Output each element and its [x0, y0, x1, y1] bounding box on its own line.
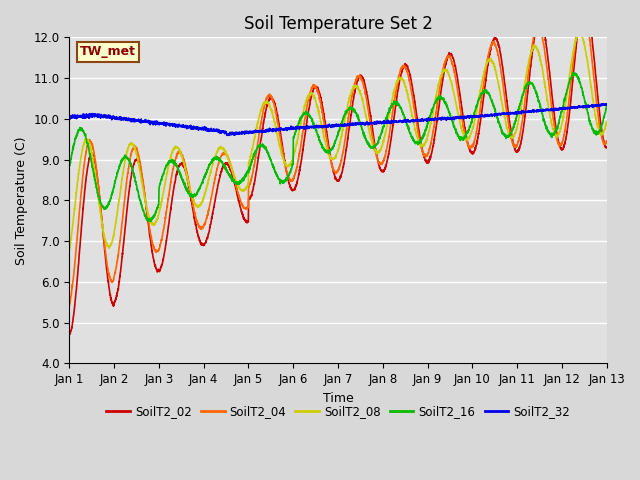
- SoilT2_02: [406, 72, 414, 77]
- SoilT2_16: [406, 131, 414, 136]
- SoilT2_04: [469, 143, 477, 148]
- SoilT2_08: [406, 101, 413, 107]
- SoilT2_08: [236, 186, 244, 192]
- SoilT2_04: [236, 196, 244, 202]
- SoilT2_04: [406, 79, 413, 85]
- SoilT2_04: [603, 138, 611, 144]
- SoilT2_32: [223, 132, 231, 138]
- SoilT2_08: [65, 248, 73, 253]
- SoilT2_04: [580, 6, 588, 12]
- Y-axis label: Soil Temperature (C): Soil Temperature (C): [15, 136, 28, 264]
- SoilT2_08: [509, 134, 516, 140]
- SoilT2_02: [509, 138, 516, 144]
- SoilT2_16: [509, 126, 516, 132]
- SoilT2_32: [469, 113, 477, 119]
- SoilT2_02: [603, 144, 611, 150]
- SoilT2_16: [603, 104, 611, 109]
- SoilT2_02: [440, 68, 448, 73]
- SoilT2_32: [236, 131, 244, 136]
- SoilT2_16: [440, 98, 448, 104]
- SoilT2_16: [146, 219, 154, 225]
- SoilT2_04: [509, 141, 516, 146]
- SoilT2_08: [440, 67, 448, 73]
- SoilT2_08: [469, 126, 477, 132]
- SoilT2_02: [236, 203, 244, 209]
- SoilT2_32: [603, 102, 611, 108]
- SoilT2_02: [469, 150, 477, 156]
- SoilT2_08: [577, 30, 584, 36]
- Text: TW_met: TW_met: [80, 46, 136, 59]
- SoilT2_16: [65, 162, 73, 168]
- Legend: SoilT2_02, SoilT2_04, SoilT2_08, SoilT2_16, SoilT2_32: SoilT2_02, SoilT2_04, SoilT2_08, SoilT2_…: [102, 400, 574, 423]
- SoilT2_32: [509, 109, 516, 115]
- SoilT2_32: [406, 118, 414, 123]
- Title: Soil Temperature Set 2: Soil Temperature Set 2: [244, 15, 433, 33]
- SoilT2_02: [581, 0, 589, 4]
- SoilT2_04: [440, 61, 448, 67]
- SoilT2_32: [440, 115, 448, 121]
- SoilT2_02: [65, 332, 73, 337]
- Line: SoilT2_02: SoilT2_02: [69, 1, 607, 335]
- Line: SoilT2_08: SoilT2_08: [69, 33, 607, 251]
- Line: SoilT2_32: SoilT2_32: [69, 104, 607, 135]
- SoilT2_16: [236, 180, 244, 186]
- SoilT2_32: [65, 113, 73, 119]
- SoilT2_04: [440, 62, 448, 68]
- SoilT2_02: [440, 67, 448, 73]
- Line: SoilT2_04: SoilT2_04: [69, 9, 607, 306]
- X-axis label: Time: Time: [323, 392, 353, 405]
- SoilT2_32: [440, 115, 448, 121]
- SoilT2_04: [65, 303, 73, 309]
- SoilT2_08: [603, 119, 611, 124]
- Line: SoilT2_16: SoilT2_16: [69, 72, 607, 222]
- SoilT2_16: [469, 114, 477, 120]
- SoilT2_16: [440, 99, 448, 105]
- SoilT2_02: [66, 332, 74, 337]
- SoilT2_08: [440, 67, 448, 72]
- SoilT2_32: [602, 101, 610, 107]
- SoilT2_16: [569, 70, 577, 75]
